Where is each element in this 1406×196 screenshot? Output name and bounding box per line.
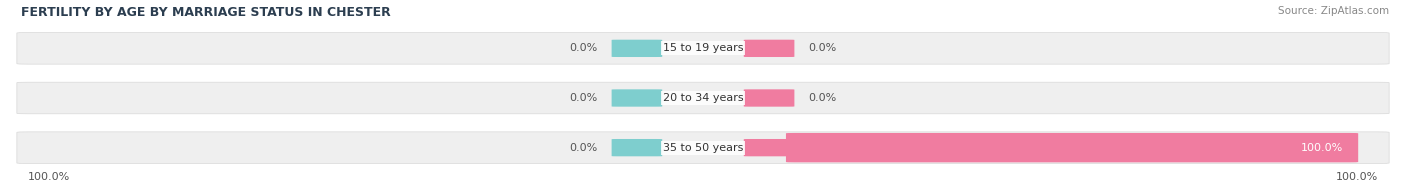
FancyBboxPatch shape (612, 139, 662, 156)
Text: FERTILITY BY AGE BY MARRIAGE STATUS IN CHESTER: FERTILITY BY AGE BY MARRIAGE STATUS IN C… (21, 6, 391, 19)
Text: 0.0%: 0.0% (569, 143, 598, 153)
FancyBboxPatch shape (17, 132, 1389, 163)
Text: 0.0%: 0.0% (808, 93, 837, 103)
Text: Source: ZipAtlas.com: Source: ZipAtlas.com (1278, 6, 1389, 16)
FancyBboxPatch shape (744, 139, 794, 156)
Text: 100.0%: 100.0% (28, 172, 70, 182)
FancyBboxPatch shape (786, 133, 1358, 162)
FancyBboxPatch shape (17, 33, 1389, 64)
FancyBboxPatch shape (612, 40, 662, 57)
Text: 0.0%: 0.0% (569, 43, 598, 53)
FancyBboxPatch shape (17, 82, 1389, 114)
Text: 15 to 19 years: 15 to 19 years (662, 43, 744, 53)
Text: 0.0%: 0.0% (569, 93, 598, 103)
FancyBboxPatch shape (744, 40, 794, 57)
Text: 0.0%: 0.0% (808, 43, 837, 53)
Text: 20 to 34 years: 20 to 34 years (662, 93, 744, 103)
Text: 100.0%: 100.0% (1301, 143, 1343, 153)
Text: 100.0%: 100.0% (1336, 172, 1378, 182)
Text: 35 to 50 years: 35 to 50 years (662, 143, 744, 153)
FancyBboxPatch shape (744, 89, 794, 107)
FancyBboxPatch shape (612, 89, 662, 107)
